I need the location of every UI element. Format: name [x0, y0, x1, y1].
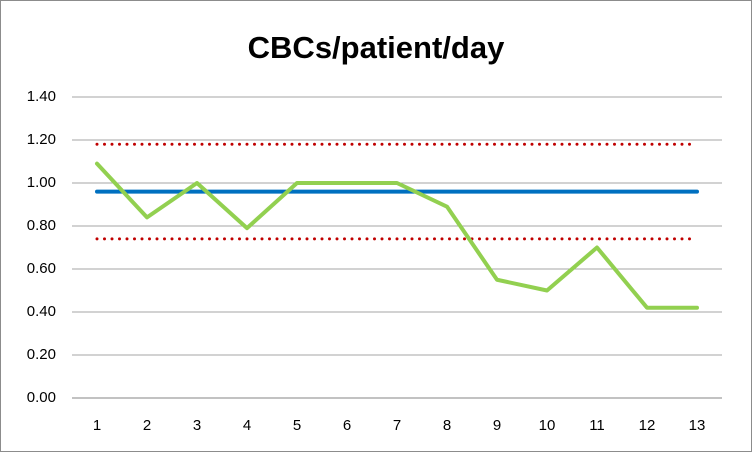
x-tick-label: 8 — [443, 417, 451, 434]
y-tick-label: 1.20 — [27, 131, 56, 148]
x-tick-label: 2 — [143, 417, 151, 434]
x-tick-label: 13 — [689, 417, 706, 434]
x-tick-label: 12 — [639, 417, 656, 434]
x-tick-label: 9 — [493, 417, 501, 434]
x-tick-label: 1 — [93, 417, 101, 434]
x-tick-label: 4 — [243, 417, 251, 434]
y-tick-label: 0.20 — [27, 346, 56, 363]
x-tick-label: 7 — [393, 417, 401, 434]
y-tick-label: 0.60 — [27, 260, 56, 277]
x-tick-label: 3 — [193, 417, 201, 434]
chart-title: CBCs/patient/day — [248, 30, 505, 65]
y-tick-label: 1.00 — [27, 174, 56, 191]
y-tick-label: 1.40 — [27, 88, 56, 105]
x-tick-label: 6 — [343, 417, 351, 434]
y-tick-label: 0.40 — [27, 303, 56, 320]
x-tick-label: 10 — [539, 417, 556, 434]
x-tick-label: 5 — [293, 417, 301, 434]
y-tick-label: 0.80 — [27, 217, 56, 234]
x-tick-label: 11 — [589, 417, 605, 434]
y-tick-label: 0.00 — [27, 389, 56, 406]
series-line — [95, 161, 699, 310]
